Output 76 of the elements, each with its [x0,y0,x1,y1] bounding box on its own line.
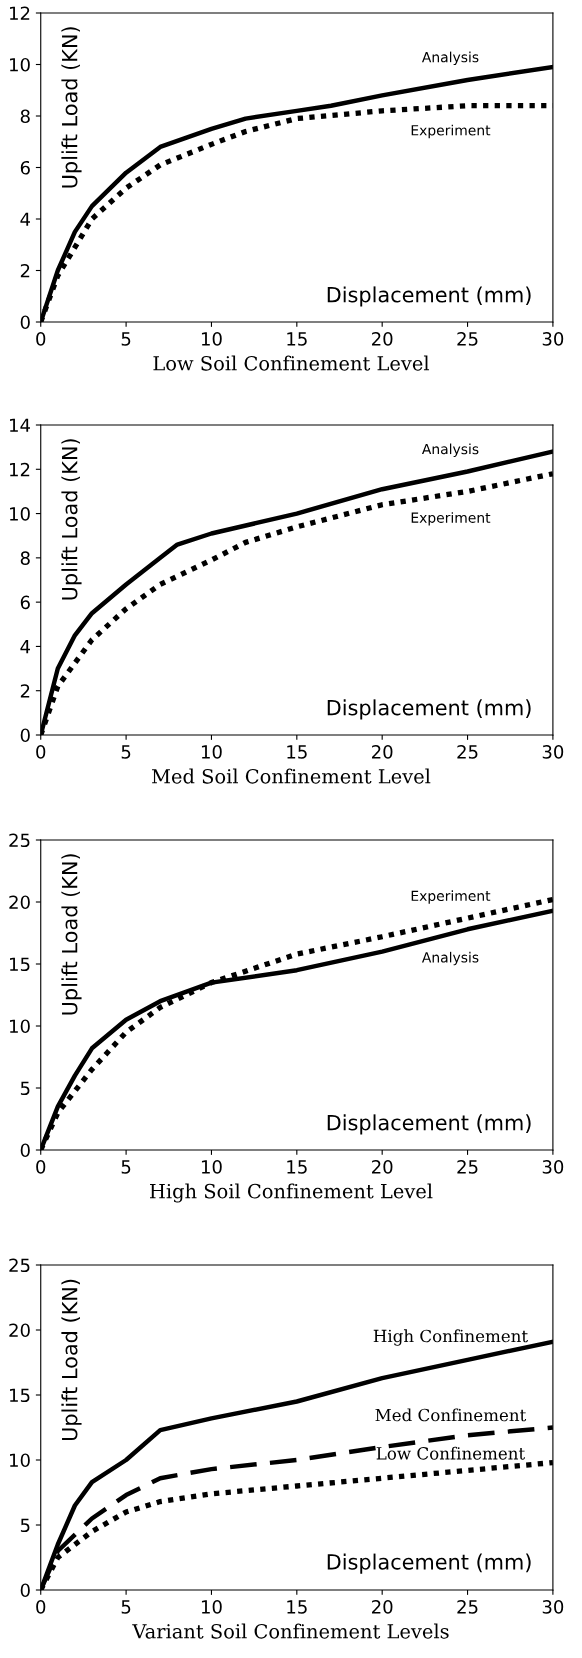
text: Low Soil Confinement Level [153,355,430,371]
y-tick-label: 15 [10,957,30,972]
y-tick-label: 20 [9,1323,30,1338]
series-label: Med Confinement [375,1408,527,1422]
x-tick-label: 25 [457,1160,478,1174]
x-tick-label: 20 [372,1600,393,1614]
y-tick-label: 6 [20,160,30,175]
x-tick-label: 15 [287,1600,307,1614]
x-tick-label: 30 [542,1160,564,1174]
y-axis-title: Uplift Load (KN) [61,1279,82,1441]
y-axis-title: Uplift Load (KN) [61,439,82,600]
series-label: Low Confinement [376,1446,526,1460]
y-tick-label: 14 [10,418,30,432]
y-tick-label: 4 [20,212,30,226]
x-tick-label: 0 [36,1600,46,1614]
text: High Soil Confinement Level [150,1183,433,1203]
y-tick-label: 6 [20,595,30,610]
x-tick-label: 20 [372,1160,393,1174]
series-label: Experiment [411,890,491,904]
y-tick-label: 0 [20,315,30,330]
series-label: Analysis [421,51,479,66]
x-tick-label: 25 [457,745,478,759]
y-tick-label: 12 [10,462,30,477]
x-tick-label: 15 [287,745,307,759]
x-tick-label: 15 [287,1160,307,1174]
x-tick-label: 30 [542,745,564,759]
y-tick-label: 5 [20,1081,30,1096]
y-axis-title: Uplift Load (KN) [61,27,82,188]
x-tick-label: 25 [457,1600,478,1614]
y-tick-label: 10 [10,57,30,72]
x-tick-label: 0 [36,1160,46,1174]
y-tick-label: 0 [20,1143,30,1158]
x-axis-title: Displacement (mm) [327,1114,531,1135]
x-tick-label: 10 [201,745,222,759]
x-tick-label: 5 [121,1160,131,1174]
y-tick-label: 8 [20,551,30,565]
y-tick-label: 10 [10,507,30,521]
y-tick-label: 25 [9,1258,30,1273]
x-tick-label: 20 [372,745,393,759]
y-tick-label: 0 [20,1583,30,1598]
series-label: Analysis [421,951,479,966]
x-tick-label: 10 [201,332,222,346]
x-axis-title: Displacement (mm) [327,1553,531,1574]
y-tick-label: 5 [20,1518,30,1533]
y-tick-label: 20 [9,895,30,910]
y-tick-label: 0 [20,728,30,743]
y-tick-label: 2 [20,263,30,278]
y-axis-title: Uplift Load (KN) [61,854,82,1015]
series-label: Experiment [411,124,491,139]
x-tick-label: 15 [287,332,307,346]
x-tick-label: 25 [457,332,478,346]
x-tick-label: 10 [201,1600,222,1614]
y-tick-label: 10 [10,1019,30,1034]
x-axis-title: Displacement (mm) [327,699,531,720]
x-tick-label: 0 [36,332,46,346]
x-tick-label: 5 [121,332,131,346]
y-tick-label: 25 [9,833,30,848]
x-tick-label: 5 [121,1600,131,1614]
x-tick-label: 30 [542,1600,564,1614]
series-label: Experiment [411,512,491,526]
text: Variant Soil Confinement Levels [132,1623,449,1639]
series-label: Analysis [421,443,479,457]
x-tick-label: 30 [542,332,564,346]
y-tick-label: 12 [10,6,30,20]
text: Med Soil Confinement Level [152,768,431,784]
x-axis-title: Displacement (mm) [327,286,531,307]
series-label: High Confinement [373,1329,528,1346]
y-tick-label: 8 [20,109,30,124]
x-tick-label: 10 [201,1160,222,1174]
x-tick-label: 0 [36,745,46,759]
y-tick-label: 15 [10,1388,30,1403]
x-tick-label: 5 [121,745,131,759]
x-tick-label: 20 [372,332,393,346]
y-tick-label: 10 [10,1453,30,1468]
y-tick-label: 2 [20,684,30,698]
y-tick-label: 4 [20,640,30,654]
